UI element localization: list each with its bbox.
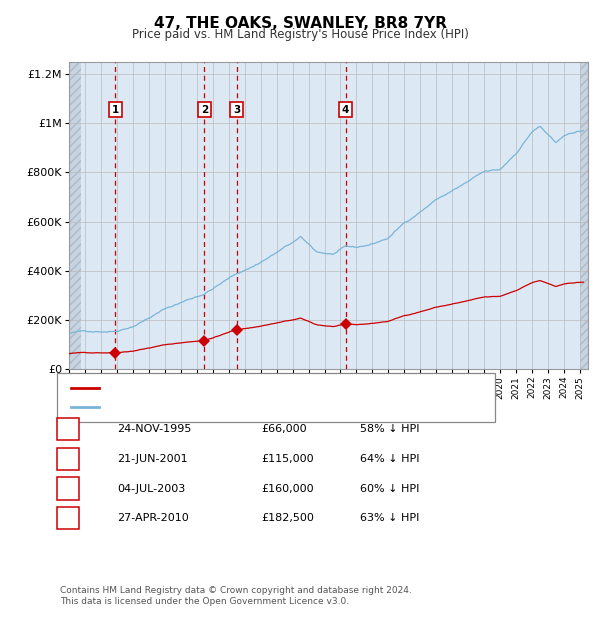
Text: 2: 2 [200, 105, 208, 115]
Text: 3: 3 [233, 105, 241, 115]
Bar [69, 62, 81, 369]
Text: 3: 3 [64, 484, 71, 494]
Bar [580, 62, 588, 369]
Text: £182,500: £182,500 [261, 513, 314, 523]
Text: 04-JUL-2003: 04-JUL-2003 [117, 484, 185, 494]
Text: 63% ↓ HPI: 63% ↓ HPI [360, 513, 419, 523]
Text: £66,000: £66,000 [261, 424, 307, 434]
Text: £115,000: £115,000 [261, 454, 314, 464]
Text: 4: 4 [342, 105, 349, 115]
Text: 4: 4 [64, 513, 72, 523]
Text: 1: 1 [112, 105, 119, 115]
Text: 21-JUN-2001: 21-JUN-2001 [117, 454, 188, 464]
Text: 47, THE OAKS, SWANLEY, BR8 7YR: 47, THE OAKS, SWANLEY, BR8 7YR [154, 16, 446, 30]
Text: Contains HM Land Registry data © Crown copyright and database right 2024.
This d: Contains HM Land Registry data © Crown c… [60, 585, 412, 606]
Text: 24-NOV-1995: 24-NOV-1995 [117, 424, 191, 434]
Text: 60% ↓ HPI: 60% ↓ HPI [360, 484, 419, 494]
Text: 2: 2 [64, 454, 71, 464]
Text: 1: 1 [64, 424, 71, 434]
Text: 47, THE OAKS, SWANLEY, BR8 7YR (detached house): 47, THE OAKS, SWANLEY, BR8 7YR (detached… [105, 383, 393, 393]
Text: 58% ↓ HPI: 58% ↓ HPI [360, 424, 419, 434]
Text: Price paid vs. HM Land Registry's House Price Index (HPI): Price paid vs. HM Land Registry's House … [131, 28, 469, 41]
Text: £160,000: £160,000 [261, 484, 314, 494]
Text: 64% ↓ HPI: 64% ↓ HPI [360, 454, 419, 464]
Text: HPI: Average price, detached house, Sevenoaks: HPI: Average price, detached house, Seve… [105, 402, 367, 412]
Text: 27-APR-2010: 27-APR-2010 [117, 513, 189, 523]
